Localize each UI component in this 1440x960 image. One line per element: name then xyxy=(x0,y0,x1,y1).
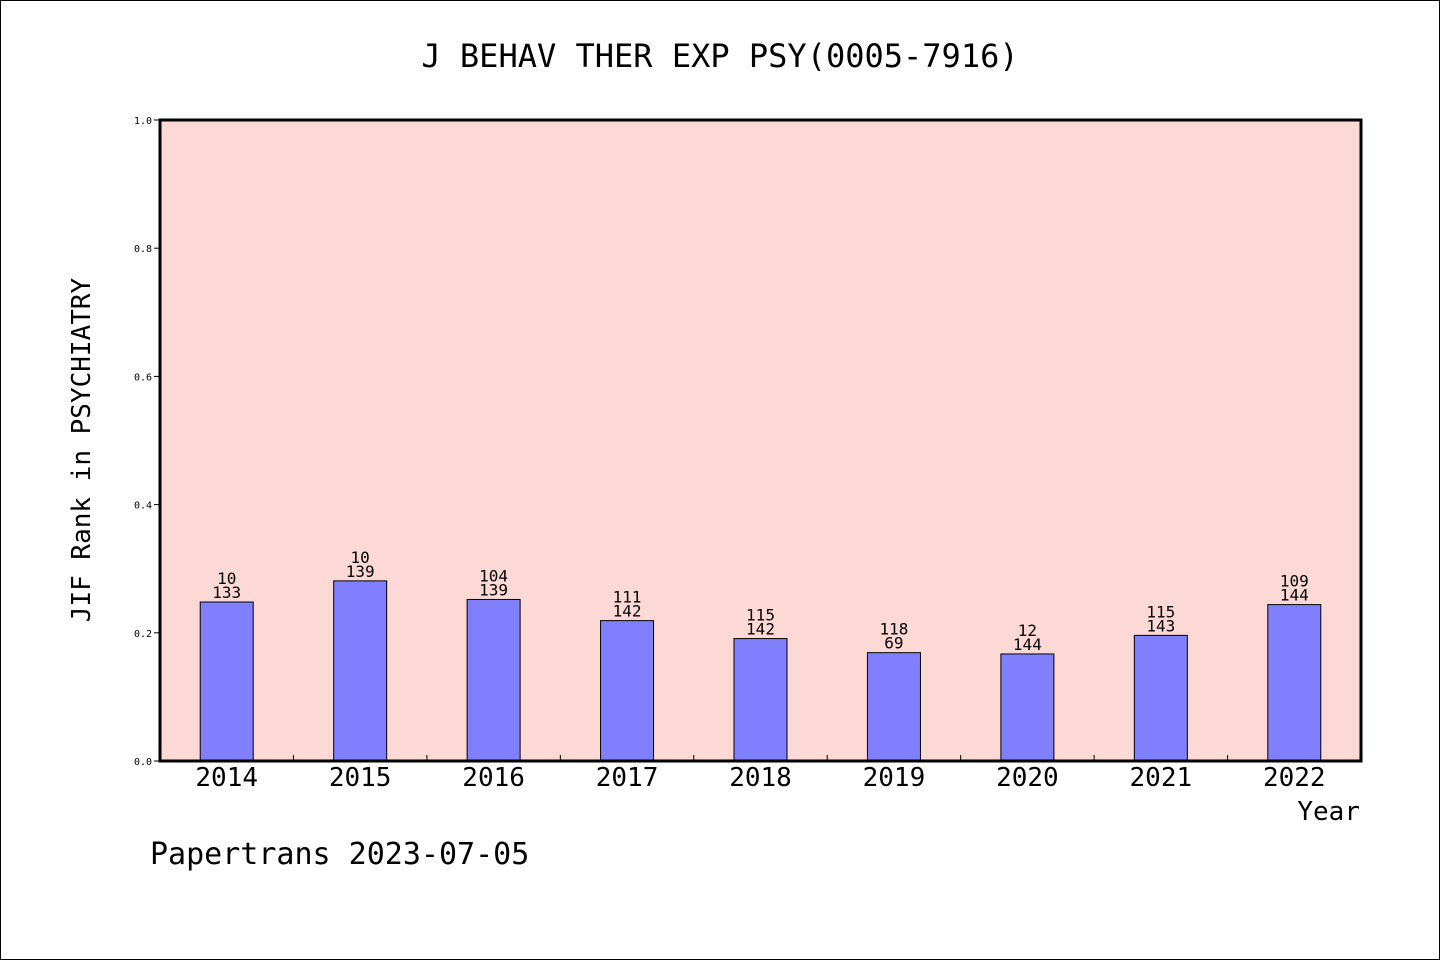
data-label-bottom: 139 xyxy=(346,562,375,581)
x-tick-label: 2015 xyxy=(329,763,392,793)
data-label-bottom: 143 xyxy=(1146,616,1175,635)
y-tick-label: 0.8 xyxy=(134,244,152,255)
bar-2016 xyxy=(466,598,521,762)
bar-2022 xyxy=(1267,604,1322,762)
bar-2019 xyxy=(866,652,921,762)
data-label-top: 115 xyxy=(746,606,775,625)
x-tick-label: 2014 xyxy=(195,763,258,793)
bar-2020 xyxy=(1000,653,1055,762)
plot-border xyxy=(158,118,1363,763)
data-label-top: 111 xyxy=(613,588,642,607)
data-label-bottom: 142 xyxy=(613,602,642,621)
x-tick-label: 2018 xyxy=(729,763,792,793)
y-axis: 0.0 0.2 0.4 0.6 0.8 1.0 xyxy=(134,116,160,768)
y-tick-label: 0.2 xyxy=(134,629,152,640)
x-tick-label: 2022 xyxy=(1263,763,1326,793)
y-axis-title: JIF Rank in PSYCHIATRY xyxy=(67,277,97,622)
data-label-bottom: 142 xyxy=(746,620,775,639)
bar-2017 xyxy=(600,620,655,762)
y-tick-label: 0.0 xyxy=(134,757,152,768)
bar-series xyxy=(199,580,1322,762)
data-label-top: 104 xyxy=(479,566,508,585)
data-label-top: 118 xyxy=(879,620,908,639)
x-tick-label: 2020 xyxy=(996,763,1059,793)
y-tick-label: 0.6 xyxy=(134,372,152,383)
x-tick-label: 2016 xyxy=(462,763,525,793)
y-tick-label: 0.4 xyxy=(134,501,152,512)
chart-title: J BEHAV THER EXP PSY(0005-7916) xyxy=(421,37,1018,75)
x-axis: 2014 2015 2016 2017 2018 2019 2020 2021 2022 xyxy=(195,755,1326,793)
bar-2018 xyxy=(733,638,788,762)
x-tick-label: 2021 xyxy=(1130,763,1193,793)
x-tick-label: 2017 xyxy=(596,763,659,793)
x-axis-title: Year xyxy=(1297,797,1360,827)
x-tick-label: 2019 xyxy=(863,763,926,793)
footer-text: Papertrans 2023-07-05 xyxy=(150,837,529,872)
bar-2014 xyxy=(199,601,254,762)
data-label-bottom: 133 xyxy=(212,583,241,602)
data-label-top: 10 xyxy=(351,548,370,567)
data-label-top: 109 xyxy=(1280,572,1309,591)
data-label-top: 115 xyxy=(1146,602,1175,621)
y-tick-label: 1.0 xyxy=(134,116,152,127)
data-label-bottom: 69 xyxy=(884,634,903,653)
data-label-bottom: 144 xyxy=(1280,586,1309,605)
data-label-top: 10 xyxy=(217,569,236,588)
bar-2021 xyxy=(1133,634,1188,762)
data-label-bottom: 144 xyxy=(1013,635,1042,654)
bar-2015 xyxy=(333,580,388,762)
data-label-bottom: 139 xyxy=(479,580,508,599)
data-label-top: 12 xyxy=(1018,621,1037,640)
